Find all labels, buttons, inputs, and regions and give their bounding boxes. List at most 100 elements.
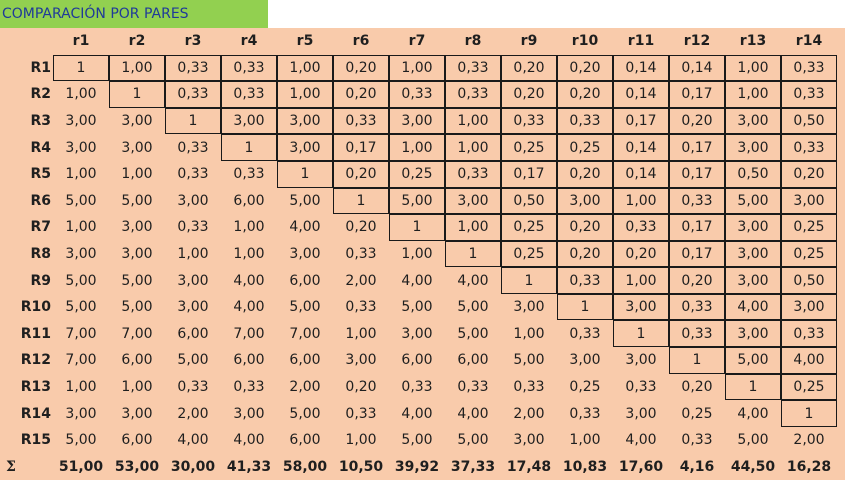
table-cell[interactable]: 0,25 [389,160,445,188]
table-cell[interactable]: 0,33 [345,245,377,262]
table-cell[interactable]: 4,00 [289,219,321,236]
table-cell[interactable]: 2,00 [513,405,545,422]
table-cell[interactable]: 2,00 [289,378,321,395]
sheet-title[interactable]: COMPARACIÓN POR PARES [0,0,268,28]
table-cell[interactable]: 0,33 [557,267,613,294]
table-cell[interactable]: 0,33 [513,378,545,395]
table-cell[interactable]: 5,00 [177,352,209,369]
table-cell[interactable]: 0,50 [781,267,837,294]
table-cell[interactable]: 2,00 [345,272,377,289]
table-cell[interactable]: 1 [445,240,501,268]
table-cell[interactable]: 3,00 [289,245,321,262]
table-cell[interactable]: 0,14 [613,134,669,161]
table-cell[interactable]: 3,00 [557,187,613,215]
table-cell[interactable]: 0,14 [613,160,669,188]
table-cell[interactable]: 0,25 [501,134,557,161]
table-cell[interactable]: 1,00 [725,54,781,82]
table-cell[interactable]: 3,00 [613,293,669,321]
table-cell[interactable]: 0,33 [445,160,501,188]
table-cell[interactable]: 0,33 [613,214,669,241]
table-cell[interactable]: 0,17 [613,107,669,135]
table-cell[interactable]: 5,00 [513,352,545,369]
table-cell[interactable]: 3,00 [569,352,601,369]
table-cell[interactable]: 0,20 [681,378,713,395]
table-cell[interactable]: 1,00 [445,134,501,161]
table-cell[interactable]: 1,00 [121,166,153,183]
table-cell[interactable]: 1,00 [345,432,377,449]
table-cell[interactable]: 0,33 [457,378,489,395]
table-cell[interactable]: 0,33 [669,293,725,321]
table-cell[interactable]: 6,00 [457,352,489,369]
row-header-r11[interactable]: R11 [20,325,51,342]
table-cell[interactable]: 0,33 [345,299,377,316]
table-cell[interactable]: 1,00 [233,219,265,236]
table-cell[interactable]: 3,00 [725,107,781,135]
table-cell[interactable]: 0,14 [669,54,725,82]
table-cell[interactable]: 0,17 [669,81,725,108]
column-header-r5[interactable]: r5 [296,33,314,50]
table-cell[interactable]: 0,33 [233,378,265,395]
table-cell[interactable]: 0,33 [233,166,265,183]
row-header-r8[interactable]: R8 [30,245,51,262]
table-cell[interactable]: 0,20 [669,267,725,294]
table-cell[interactable]: 7,00 [121,325,153,342]
table-cell[interactable]: 0,33 [781,54,837,82]
table-cell[interactable]: 0,33 [333,107,389,135]
corner-cell[interactable] [0,28,53,55]
table-cell[interactable]: 3,00 [725,134,781,161]
table-cell[interactable]: 1 [277,160,333,188]
table-cell[interactable]: 0,14 [613,81,669,108]
table-cell[interactable]: 0,20 [557,81,613,108]
table-cell[interactable]: 0,33 [445,54,501,82]
table-cell[interactable]: 0,33 [781,81,837,108]
table-cell[interactable]: 1,00 [389,54,445,82]
table-cell[interactable]: 1,00 [109,54,165,82]
row-header-r12[interactable]: R12 [20,352,51,369]
table-cell[interactable]: 1,00 [65,378,97,395]
table-cell[interactable]: 5,00 [65,299,97,316]
table-cell[interactable]: 1,00 [65,86,97,103]
table-cell[interactable]: 7,00 [289,325,321,342]
table-cell[interactable]: 1 [613,320,669,348]
sum-row-label[interactable]: Σ [6,458,16,475]
sum-cell[interactable]: 41,33 [226,458,272,475]
table-cell[interactable]: 0,33 [669,187,725,215]
sum-cell[interactable]: 30,00 [170,458,216,475]
table-cell[interactable]: 0,33 [401,378,433,395]
sum-cell[interactable]: 44,50 [730,458,776,475]
column-header-r7[interactable]: r7 [408,33,426,50]
table-cell[interactable]: 0,25 [569,378,601,395]
table-cell[interactable]: 7,00 [65,325,97,342]
table-cell[interactable]: 0,33 [177,139,209,156]
table-cell[interactable]: 1 [669,347,725,374]
table-cell[interactable]: 1,00 [177,245,209,262]
table-cell[interactable]: 1,00 [65,166,97,183]
column-header-r12[interactable]: r12 [683,33,711,50]
table-cell[interactable]: 6,00 [121,352,153,369]
table-cell[interactable]: 0,33 [177,219,209,236]
table-cell[interactable]: 0,33 [345,405,377,422]
table-cell[interactable]: 0,20 [557,240,613,268]
table-cell[interactable]: 0,33 [165,54,221,82]
row-header-r10[interactable]: R10 [20,299,51,316]
table-cell[interactable]: 3,00 [277,134,333,161]
table-cell[interactable]: 5,00 [401,432,433,449]
table-cell[interactable]: 6,00 [177,325,209,342]
table-cell[interactable]: 5,00 [725,187,781,215]
table-cell[interactable]: 3,00 [65,405,97,422]
table-cell[interactable]: 4,00 [781,347,837,374]
column-header-r9[interactable]: r9 [520,33,538,50]
column-header-r6[interactable]: r6 [352,33,370,50]
table-cell[interactable]: 4,00 [233,272,265,289]
table-cell[interactable]: 0,20 [333,81,389,108]
table-cell[interactable]: 0,20 [333,54,389,82]
sum-cell[interactable]: 10,83 [562,458,608,475]
row-header-r15[interactable]: R15 [20,432,51,449]
sum-cell[interactable]: 17,60 [618,458,664,475]
table-cell[interactable]: 0,17 [501,160,557,188]
table-cell[interactable]: 1 [53,54,109,82]
table-cell[interactable]: 3,00 [177,299,209,316]
table-cell[interactable]: 5,00 [457,432,489,449]
table-cell[interactable]: 3,00 [221,107,277,135]
table-cell[interactable]: 1 [781,400,837,427]
